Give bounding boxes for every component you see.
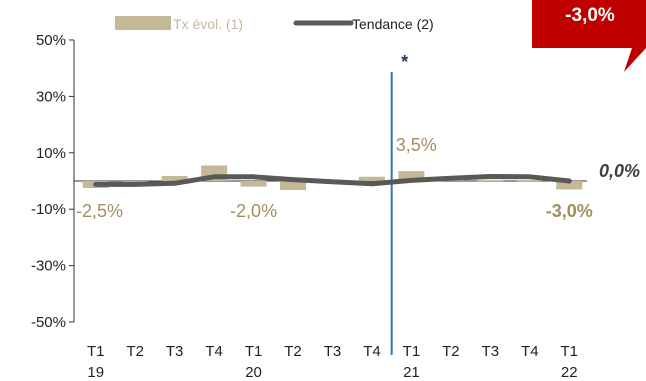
badge-text: -3,0% (565, 5, 615, 26)
legend-swatch-bars (115, 16, 171, 30)
bar (516, 180, 543, 182)
data-labels: -2,5% -2,0% 3,5% -3,0% (76, 135, 593, 221)
bar (477, 180, 504, 182)
x-category-label: T4 (363, 343, 381, 360)
x-year-label: 21 (403, 364, 420, 381)
bar (398, 171, 425, 181)
y-tick-label: 30% (36, 88, 66, 105)
x-year-label: 22 (561, 364, 578, 381)
x-category-label: T1 (561, 343, 579, 360)
bar (358, 176, 385, 181)
x-category-label: T4 (521, 343, 539, 360)
corner-badge: -3,0% (532, 0, 646, 72)
y-tick-label: -50% (31, 314, 66, 331)
x-category-label: T1 (245, 343, 263, 360)
end-value-label: 0,0% (599, 161, 640, 181)
data-label: 3,5% (396, 135, 437, 155)
data-label: -3,0% (546, 201, 593, 221)
bar (240, 181, 267, 187)
badge-shape (532, 0, 646, 72)
x-category-label: T1 (403, 343, 421, 360)
data-label: -2,5% (76, 201, 123, 221)
marker-symbol: * (401, 52, 408, 72)
data-label: -2,0% (230, 201, 277, 221)
y-tick-label: -10% (31, 201, 66, 218)
legend-label-line: Tendance (2) (352, 16, 434, 32)
x-category-label: T2 (284, 343, 302, 360)
x-year-labels: 19 20 21 22 (87, 364, 577, 381)
y-tick-label: 50% (36, 32, 66, 49)
x-category-label: T3 (166, 343, 184, 360)
bar (556, 181, 583, 190)
trend-line-series (93, 174, 572, 187)
trend-line (93, 174, 572, 187)
x-category-label: T2 (442, 343, 460, 360)
legend: Tx évol. (1) Tendance (2) (115, 16, 434, 32)
vertical-marker: * (390, 52, 408, 355)
y-tick-labels: 50% 30% 10% -10% -30% -50% (31, 32, 74, 331)
legend-label-bars: Tx évol. (1) (173, 16, 243, 32)
x-year-label: 20 (245, 364, 262, 381)
x-category-label: T4 (205, 343, 223, 360)
x-category-label: T3 (482, 343, 500, 360)
y-tick-label: 10% (36, 145, 66, 162)
bar (161, 175, 188, 181)
y-tick-label: -30% (31, 258, 66, 275)
x-year-label: 19 (87, 364, 104, 381)
bar (280, 181, 307, 191)
x-category-labels: T1 T2 T3 T4 T1 T2 T3 T4 T1 T2 T3 T4 T1 (87, 343, 578, 360)
x-category-label: T2 (126, 343, 144, 360)
x-category-label: T1 (87, 343, 105, 360)
x-category-label: T3 (324, 343, 342, 360)
